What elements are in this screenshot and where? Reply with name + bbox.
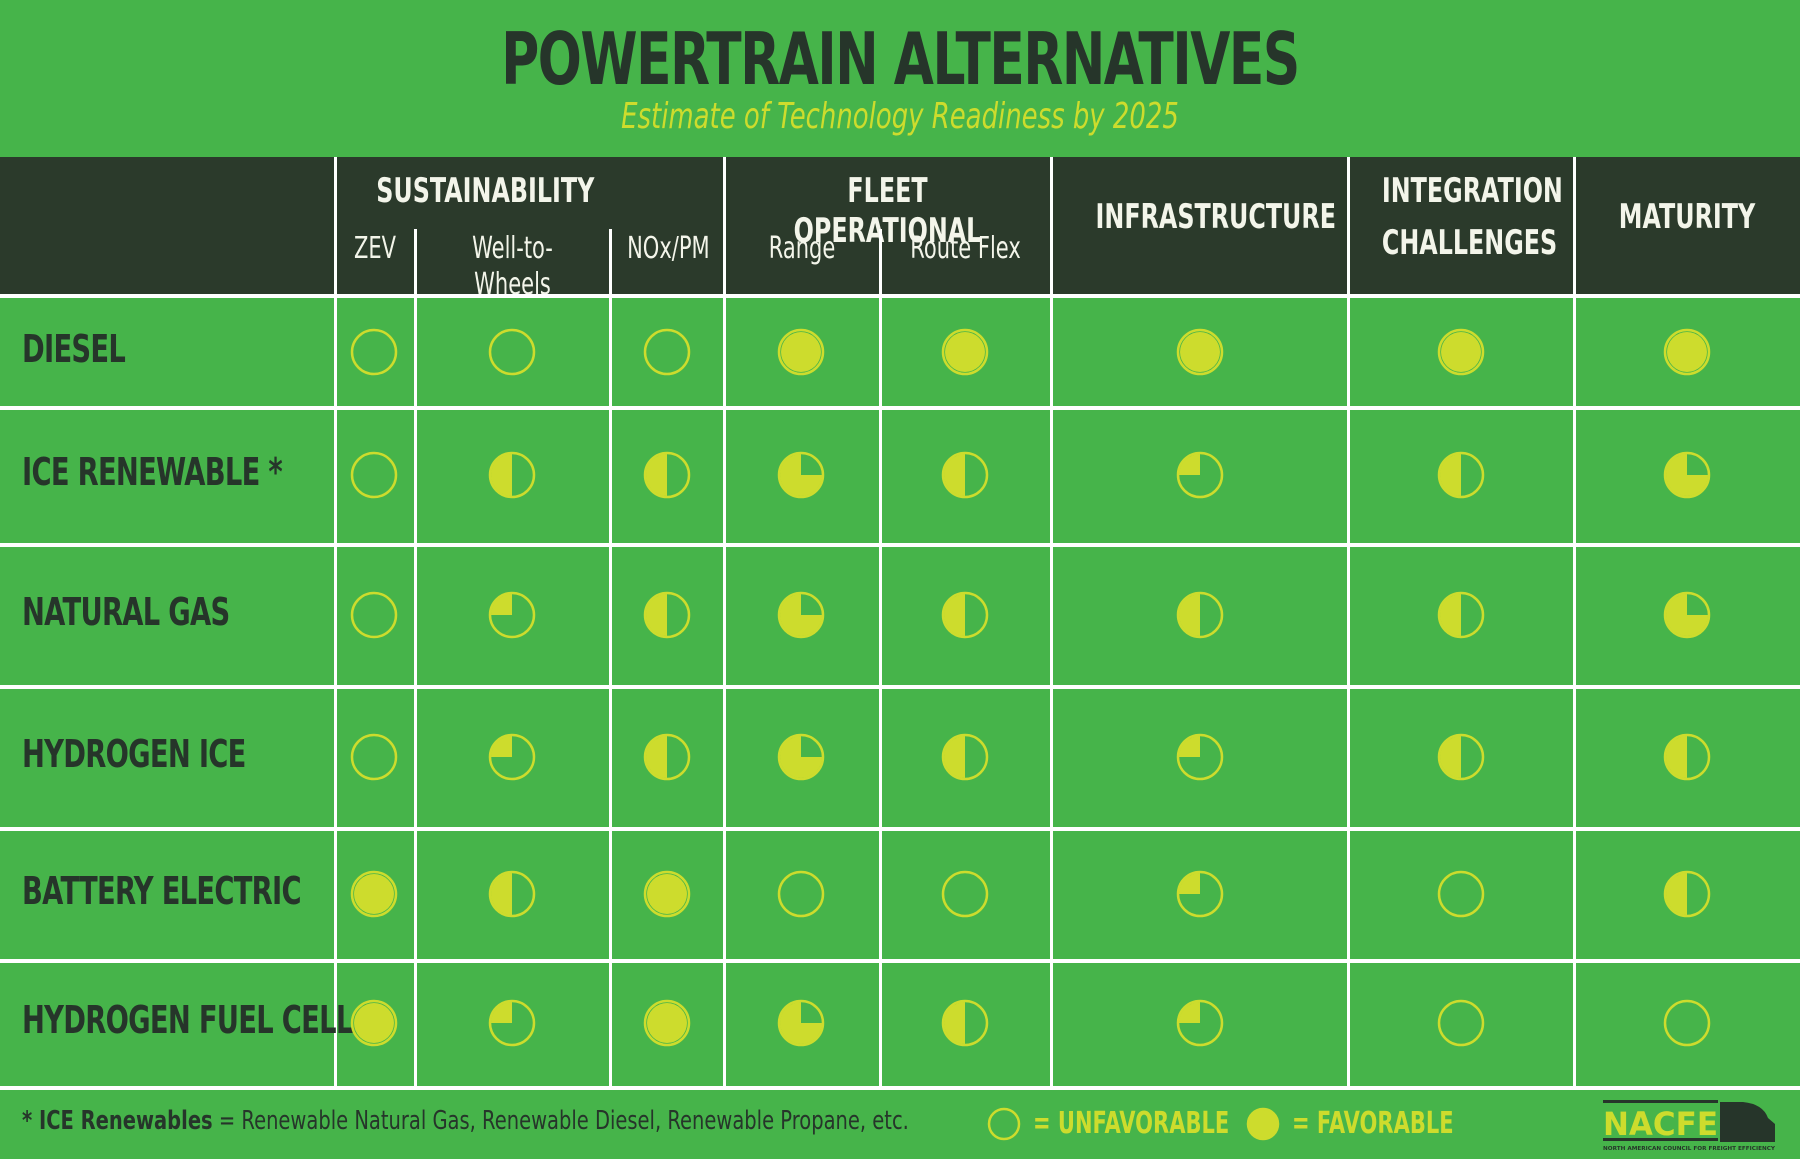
rating-25-icon bbox=[1175, 869, 1225, 919]
rating-50-icon bbox=[1436, 732, 1486, 782]
table-header bbox=[0, 157, 1800, 294]
rating-0-icon bbox=[349, 732, 399, 782]
rating-100-icon bbox=[1175, 327, 1225, 377]
footnote: * ICE Renewables = Renewable Natural Gas… bbox=[22, 1106, 909, 1136]
header-integration-line2: CHALLENGES bbox=[1381, 223, 1558, 263]
page-title: POWERTRAIN ALTERNATIVES bbox=[501, 17, 1300, 101]
header-nox-pm: NOx/PM bbox=[627, 231, 710, 266]
grid-line bbox=[334, 157, 337, 1090]
rating-50-icon bbox=[642, 732, 692, 782]
rating-100-icon bbox=[349, 869, 399, 919]
empty-circle-icon bbox=[987, 1107, 1021, 1140]
rating-100-icon bbox=[349, 998, 399, 1048]
page-subtitle: Estimate of Technology Readiness by 2025 bbox=[621, 96, 1179, 137]
rating-25-icon bbox=[487, 998, 537, 1048]
row-label-hydrogen-ice: HYDROGEN ICE bbox=[22, 732, 246, 776]
header-maturity: MATURITY bbox=[1618, 197, 1756, 237]
rating-50-icon bbox=[940, 732, 990, 782]
rating-50-icon bbox=[642, 450, 692, 500]
legend-unfavorable: = UNFAVORABLE bbox=[987, 1106, 1313, 1141]
filled-circle-icon bbox=[1246, 1107, 1280, 1140]
rating-100-icon bbox=[642, 869, 692, 919]
rating-50-icon bbox=[1662, 732, 1712, 782]
grid-line bbox=[0, 406, 1800, 410]
rating-50-icon bbox=[487, 869, 537, 919]
rating-100-icon bbox=[940, 327, 990, 377]
rating-75-icon bbox=[1662, 450, 1712, 500]
svg-text:NACFE: NACFE bbox=[1603, 1105, 1718, 1143]
row-label-ice-renewable: ICE RENEWABLE * bbox=[22, 450, 283, 494]
rating-25-icon bbox=[487, 732, 537, 782]
rating-75-icon bbox=[776, 450, 826, 500]
grid-line bbox=[0, 543, 1800, 547]
grid-line bbox=[723, 157, 726, 1090]
header-zev: ZEV bbox=[353, 231, 397, 266]
rating-100-icon bbox=[1662, 327, 1712, 377]
legend-favorable: = FAVORABLE bbox=[1246, 1106, 1523, 1141]
rating-25-icon bbox=[1175, 450, 1225, 500]
rating-50-icon bbox=[940, 590, 990, 640]
footnote-text: = Renewable Natural Gas, Renewable Diese… bbox=[212, 1106, 909, 1136]
rating-0-icon bbox=[487, 327, 537, 377]
rating-25-icon bbox=[1175, 998, 1225, 1048]
nacfe-logo: NACFE NORTH AMERICAN COUNCIL FOR FREIGHT… bbox=[1603, 1100, 1775, 1152]
legend-unfavorable-label: = UNFAVORABLE bbox=[1033, 1106, 1230, 1141]
rating-75-icon bbox=[776, 998, 826, 1048]
rating-75-icon bbox=[776, 732, 826, 782]
grid-line bbox=[879, 229, 882, 1090]
readiness-table: SUSTAINABILITY FLEET OPERATIONAL INFRAST… bbox=[0, 157, 1800, 1090]
rating-0-icon bbox=[349, 450, 399, 500]
svg-text:NORTH AMERICAN COUNCIL FOR FRE: NORTH AMERICAN COUNCIL FOR FREIGHT EFFIC… bbox=[1603, 1146, 1775, 1152]
row-label-diesel: DIESEL bbox=[22, 327, 126, 371]
rating-50-icon bbox=[1662, 869, 1712, 919]
rating-50-icon bbox=[1175, 590, 1225, 640]
grid-line bbox=[0, 685, 1800, 689]
rating-0-icon bbox=[1436, 869, 1486, 919]
header-infrastructure: INFRASTRUCTURE bbox=[1095, 197, 1336, 237]
rating-0-icon bbox=[349, 327, 399, 377]
grid-line bbox=[609, 229, 612, 1090]
rating-0-icon bbox=[1436, 998, 1486, 1048]
header-route-flex: Route Flex bbox=[910, 231, 1021, 266]
rating-0-icon bbox=[349, 590, 399, 640]
grid-line bbox=[1573, 157, 1576, 1090]
rating-50-icon bbox=[1436, 450, 1486, 500]
footnote-bold: * ICE Renewables bbox=[22, 1106, 213, 1136]
grid-line bbox=[0, 959, 1800, 963]
rating-50-icon bbox=[940, 998, 990, 1048]
rating-50-icon bbox=[642, 590, 692, 640]
header-well-to-wheels: Well-to-Wheels bbox=[472, 231, 553, 302]
grid-line bbox=[0, 294, 1800, 298]
rating-0-icon bbox=[940, 869, 990, 919]
row-label-hydrogen-fuel-cell: HYDROGEN FUEL CELL bbox=[22, 998, 353, 1042]
header-fleet-operational: FLEET OPERATIONAL bbox=[793, 171, 982, 251]
rating-50-icon bbox=[940, 450, 990, 500]
row-label-natural-gas: NATURAL GAS bbox=[22, 590, 230, 634]
rating-0-icon bbox=[642, 327, 692, 377]
grid-line bbox=[1347, 157, 1350, 1090]
header-sustainability: SUSTAINABILITY bbox=[376, 171, 595, 211]
rating-100-icon bbox=[776, 327, 826, 377]
row-label-battery-electric: BATTERY ELECTRIC bbox=[22, 869, 302, 913]
rating-50-icon bbox=[1436, 590, 1486, 640]
header-range: Range bbox=[768, 231, 836, 266]
rating-75-icon bbox=[776, 590, 826, 640]
rating-50-icon bbox=[487, 450, 537, 500]
header-integration-line1: INTEGRATION bbox=[1381, 171, 1563, 211]
rating-100-icon bbox=[1436, 327, 1486, 377]
rating-75-icon bbox=[1662, 590, 1712, 640]
rating-25-icon bbox=[1175, 732, 1225, 782]
rating-0-icon bbox=[1662, 998, 1712, 1048]
grid-line bbox=[1050, 157, 1053, 1090]
rating-25-icon bbox=[487, 590, 537, 640]
legend-favorable-label: = FAVORABLE bbox=[1292, 1106, 1454, 1141]
grid-line bbox=[0, 1086, 1800, 1090]
grid-line bbox=[0, 827, 1800, 831]
grid-line bbox=[414, 229, 417, 1090]
rating-0-icon bbox=[776, 869, 826, 919]
rating-100-icon bbox=[642, 998, 692, 1048]
